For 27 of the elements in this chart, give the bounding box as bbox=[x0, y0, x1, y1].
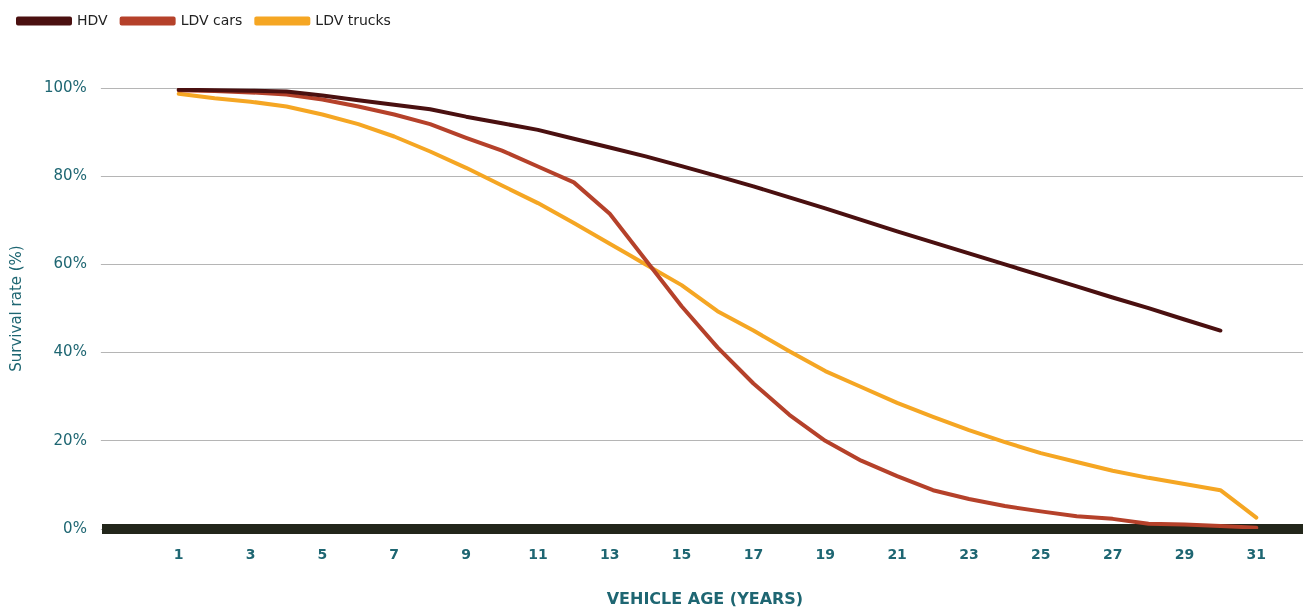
legend-label: LDV cars bbox=[180, 11, 243, 28]
y-tick-label: 100% bbox=[43, 77, 87, 96]
x-tick-label: 19 bbox=[815, 546, 836, 563]
y-tick-label: 40% bbox=[53, 342, 87, 361]
y-axis-title: Survival rate (%) bbox=[6, 245, 25, 372]
legend-label: HDV bbox=[77, 11, 109, 28]
x-tick-label: 11 bbox=[528, 546, 548, 563]
x-tick-label: 3 bbox=[245, 546, 256, 563]
x-tick-label: 5 bbox=[317, 546, 328, 563]
x-tick-label: 15 bbox=[671, 546, 692, 563]
y-tick-label: 0% bbox=[63, 518, 87, 537]
x-tick-label: 13 bbox=[600, 546, 620, 563]
x-tick-label: 25 bbox=[1031, 546, 1051, 563]
x-tick-label: 31 bbox=[1246, 546, 1267, 563]
x-tick-label: 7 bbox=[389, 546, 400, 563]
y-tick-label: 20% bbox=[53, 430, 87, 449]
x-tick-label: 23 bbox=[959, 546, 979, 563]
x-axis-title: VEHICLE AGE (YEARS) bbox=[606, 588, 804, 608]
x-tick-label: 27 bbox=[1102, 546, 1123, 563]
x-tick-label: 1 bbox=[173, 546, 184, 563]
x-tick-label: 17 bbox=[743, 546, 764, 563]
y-tick-label: 80% bbox=[53, 166, 87, 185]
legend-label: LDV trucks bbox=[315, 11, 391, 28]
x-tick-label: 29 bbox=[1174, 546, 1195, 563]
y-tick-label: 60% bbox=[53, 254, 87, 273]
x-tick-label: 21 bbox=[887, 546, 907, 563]
x-tick-label: 9 bbox=[461, 546, 471, 563]
